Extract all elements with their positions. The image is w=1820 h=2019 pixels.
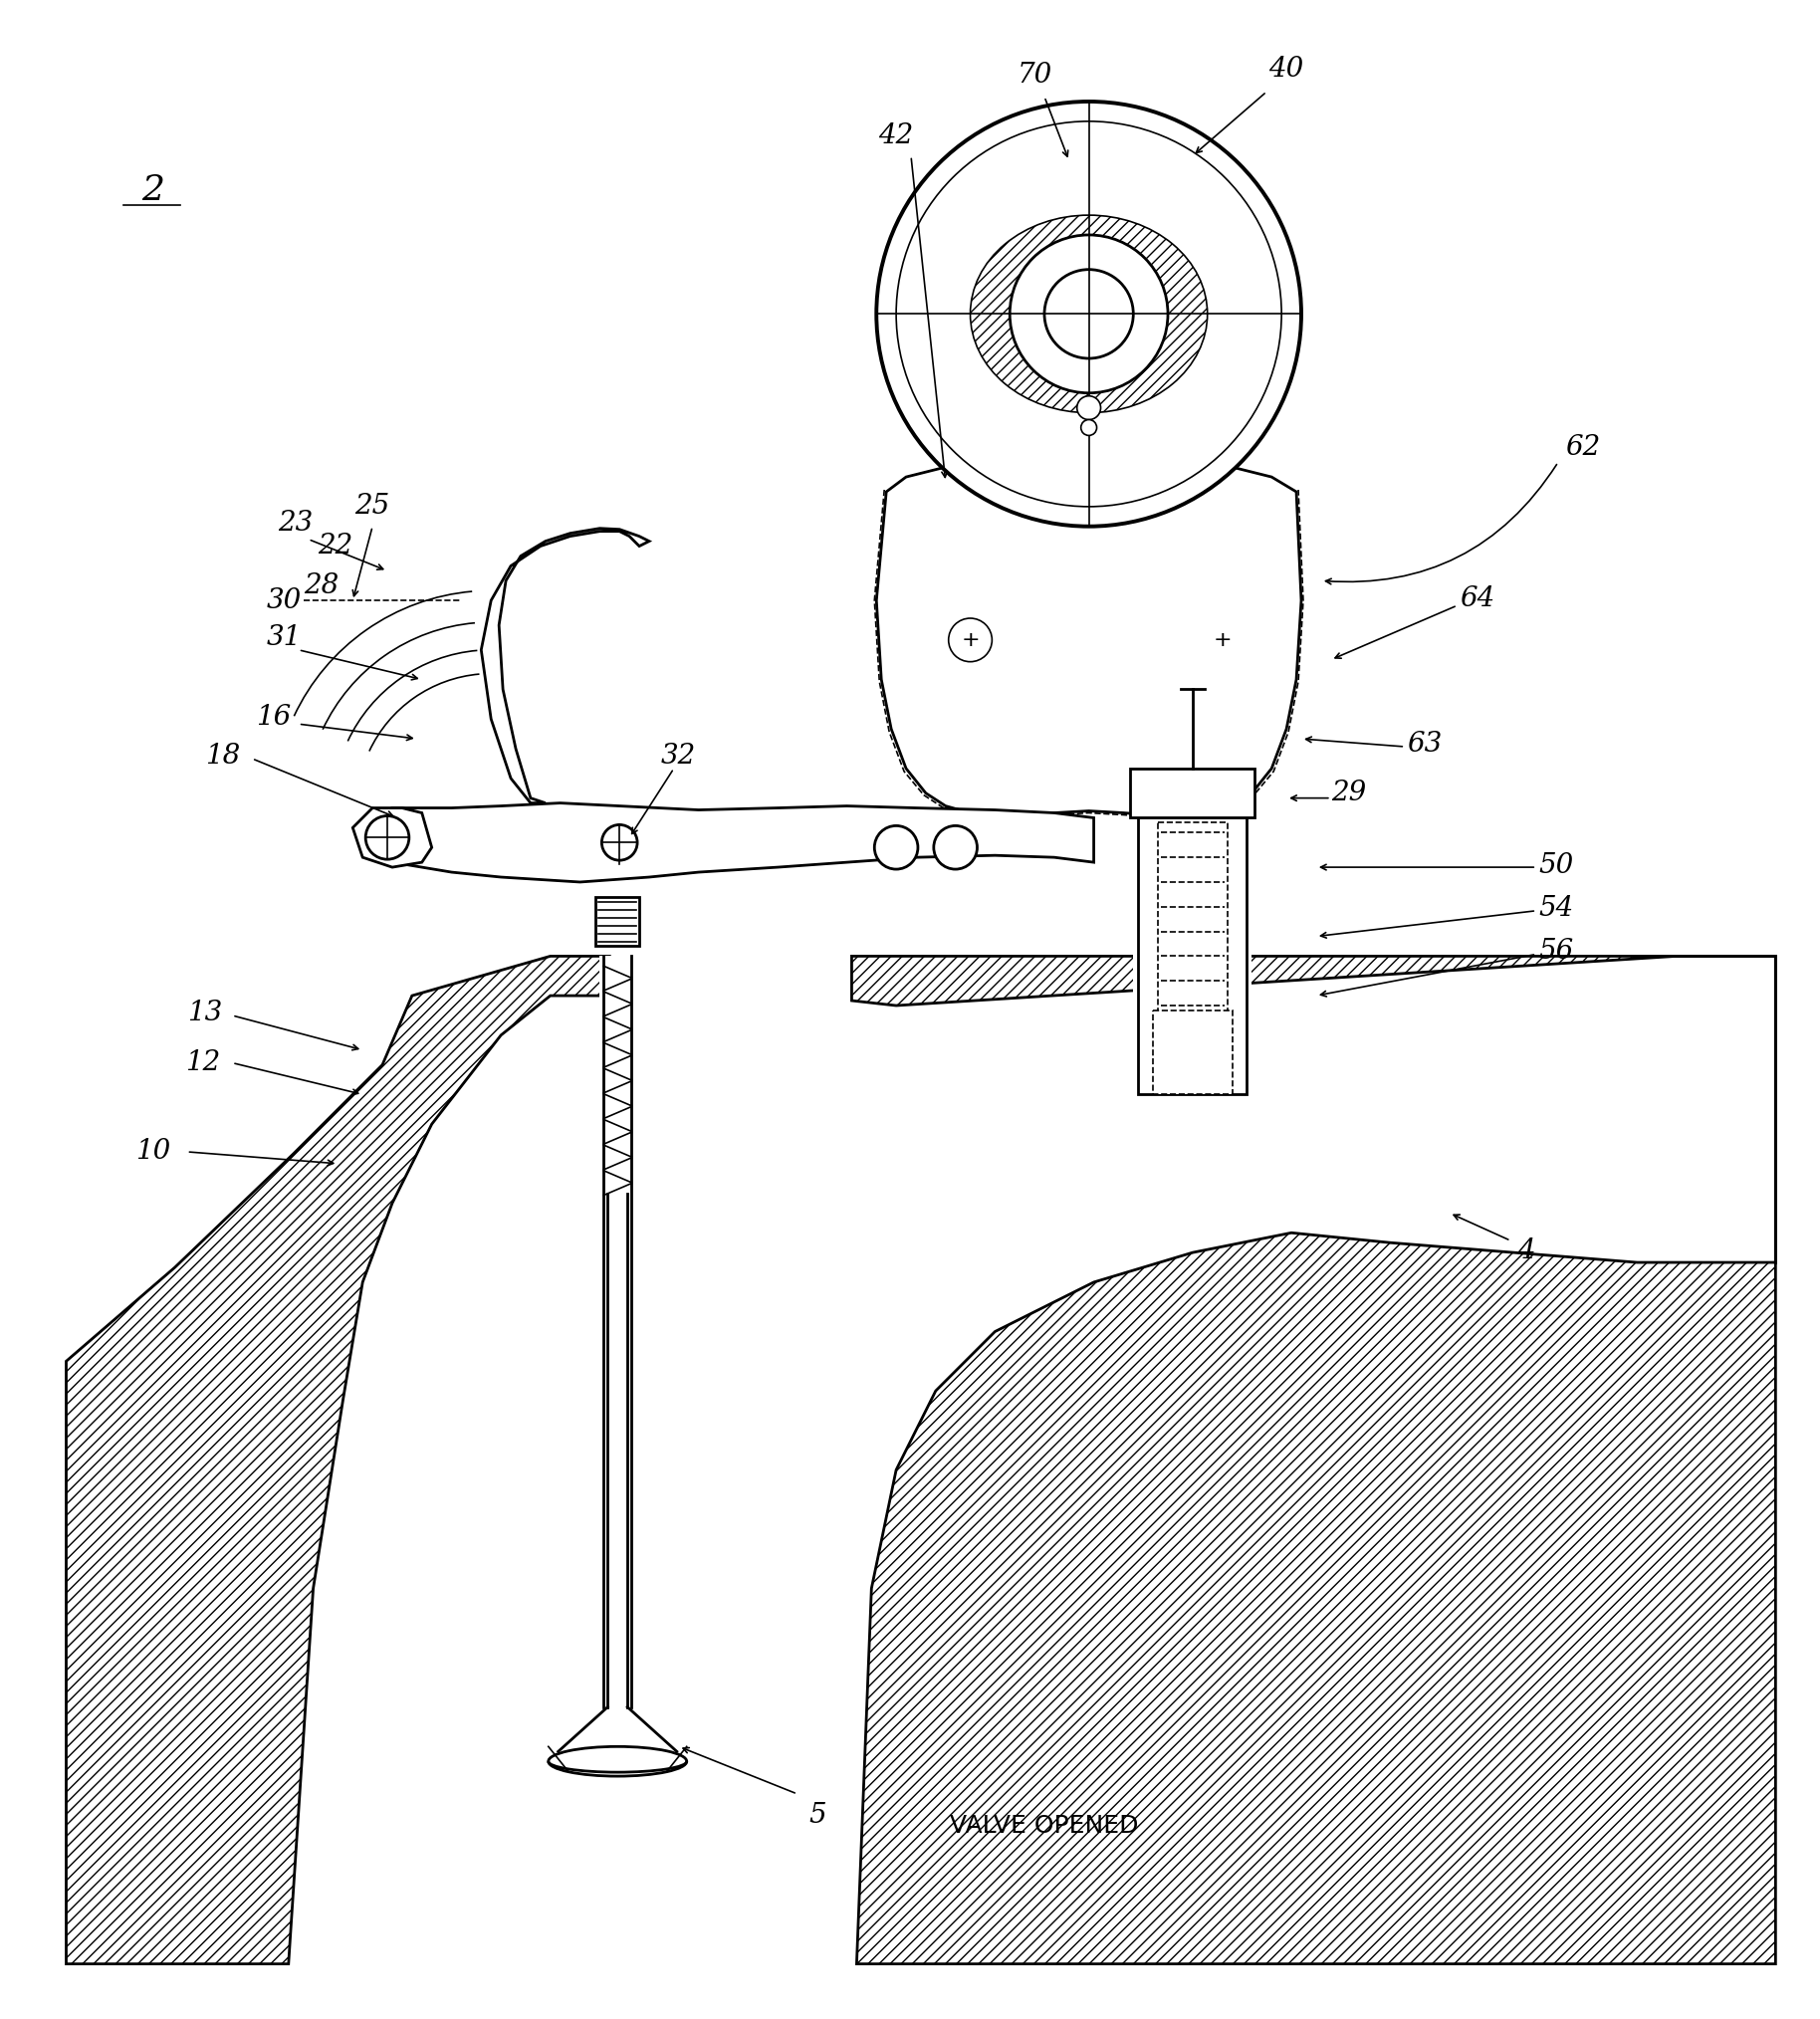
Text: 30: 30 [266,588,300,614]
Polygon shape [1134,808,1252,1104]
Circle shape [877,101,1301,527]
Text: 32: 32 [661,743,697,769]
Polygon shape [353,808,431,868]
Text: 31: 31 [266,624,300,652]
Polygon shape [1130,769,1254,818]
Text: 2: 2 [142,174,164,208]
Circle shape [1081,420,1097,436]
Text: 18: 18 [206,743,240,769]
Polygon shape [1158,824,1227,1016]
Text: 56: 56 [1538,937,1574,965]
Text: +: + [961,630,979,650]
Circle shape [934,826,977,870]
Polygon shape [852,957,1776,1964]
Circle shape [602,824,637,860]
Text: 5: 5 [808,1803,826,1829]
Text: 28: 28 [304,571,339,600]
Text: 50: 50 [1538,852,1574,878]
Text: 23: 23 [278,511,313,537]
Circle shape [874,826,917,870]
Polygon shape [601,957,635,1787]
Text: 25: 25 [355,493,389,521]
Text: 16: 16 [257,703,291,731]
Polygon shape [1154,1010,1232,1094]
Text: 54: 54 [1538,894,1574,923]
Text: 4: 4 [1518,1238,1536,1264]
Ellipse shape [970,216,1207,412]
Text: +: + [1212,630,1232,650]
Circle shape [366,816,409,860]
Circle shape [1077,396,1101,420]
Text: 29: 29 [1330,779,1367,806]
Polygon shape [480,529,650,804]
Text: 64: 64 [1460,586,1494,612]
Text: 42: 42 [879,123,914,149]
Polygon shape [877,458,1301,816]
Text: 40: 40 [1269,55,1303,83]
Circle shape [1010,234,1168,394]
Polygon shape [66,957,610,1964]
Text: 63: 63 [1407,731,1441,757]
Text: 22: 22 [317,533,353,559]
Text: 13: 13 [187,999,222,1028]
Text: 62: 62 [1565,434,1600,460]
Text: VALVE OPENED: VALVE OPENED [950,1813,1139,1837]
Polygon shape [595,896,639,947]
Circle shape [895,121,1281,507]
Ellipse shape [548,1746,686,1777]
Circle shape [1045,269,1134,359]
Polygon shape [393,804,1094,882]
Text: 10: 10 [136,1139,171,1165]
Text: 70: 70 [1017,61,1052,89]
Circle shape [948,618,992,662]
Text: 12: 12 [186,1050,220,1076]
Polygon shape [1138,818,1247,1094]
